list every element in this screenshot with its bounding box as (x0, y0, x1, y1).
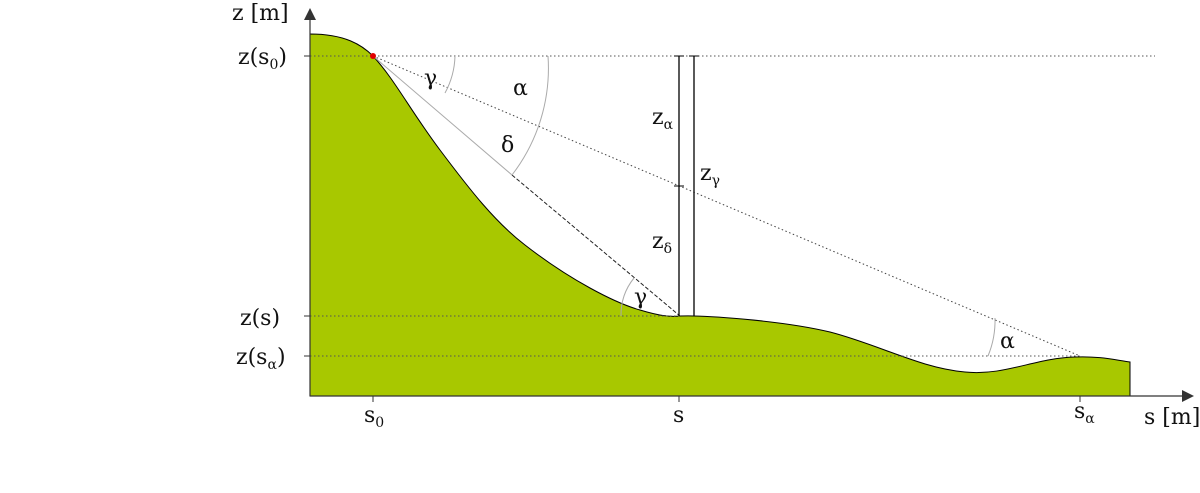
alpha-line (372, 55, 1081, 357)
alpha-delta-arc (511, 55, 549, 176)
gamma-bottom-label: γ (634, 285, 647, 310)
alpha-top-label: α (513, 76, 528, 101)
delta-line-upper (372, 55, 513, 176)
x-tick-label-s: s (673, 403, 684, 428)
start-point-marker (370, 53, 376, 59)
alpha-bottom-label: α (1000, 329, 1015, 354)
y-axis-label: z [m] (232, 1, 289, 26)
delta-line-lower (511, 174, 681, 317)
x-tick-label-s0: s0 (364, 403, 384, 431)
z-gamma-label: zγ (700, 161, 720, 189)
alpha-bottom-arc (987, 317, 996, 357)
y-tick-label-z-s: z(s) (240, 306, 280, 331)
y-tick-label-z-salpha: z(sα) (236, 345, 286, 373)
z-alpha-label: zα (652, 105, 674, 133)
x-tick-label-salpha: sα (1074, 399, 1095, 427)
x-axis-label: s [m] (1144, 405, 1200, 430)
delta-label: δ (501, 133, 514, 158)
gamma-top-arc (444, 55, 456, 94)
gamma-bottom-arc (620, 277, 635, 317)
gamma-top-label: γ (424, 66, 437, 91)
z-delta-label: zδ (652, 229, 672, 257)
y-tick-label-z-s0: z(s0) (238, 45, 287, 73)
